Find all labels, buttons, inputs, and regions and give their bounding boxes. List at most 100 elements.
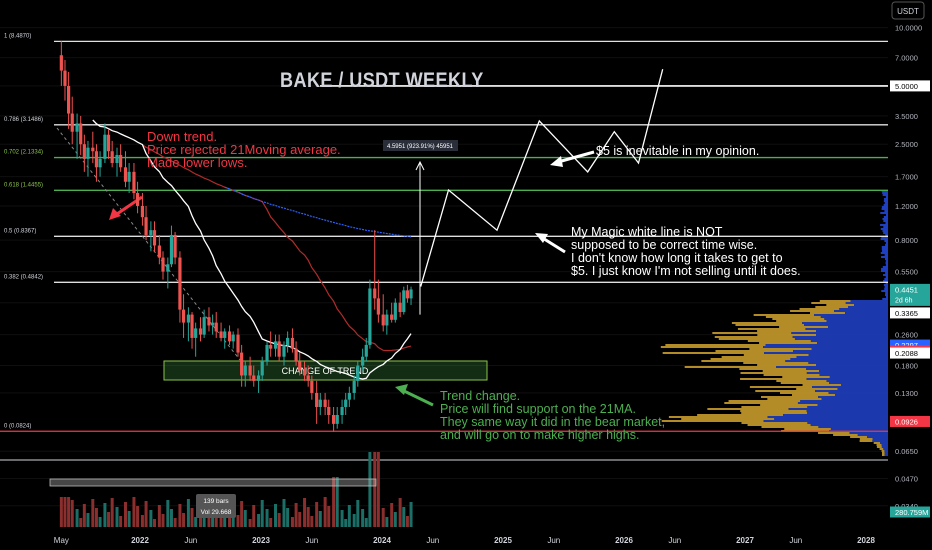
candle-body (86, 147, 90, 159)
price-tick: 0.0470 (895, 475, 918, 484)
profile-bar (707, 408, 789, 410)
profile-bar (883, 280, 888, 282)
profile-bar (806, 368, 888, 370)
projection-line[interactable] (420, 69, 664, 287)
candle-body (344, 399, 348, 407)
volume-bar (149, 510, 153, 527)
volume-bar (277, 513, 281, 527)
candle (405, 284, 410, 303)
price-label-text: 0.4451 (895, 285, 918, 294)
candle (178, 251, 182, 323)
profile-bar (885, 214, 888, 216)
candle (198, 317, 203, 342)
price-label-bg (890, 339, 930, 351)
profile-bar (804, 324, 888, 326)
profile-bar (757, 364, 817, 366)
time-tick: Jun (789, 536, 802, 545)
profile-bar (757, 330, 817, 332)
profile-bar (880, 228, 888, 230)
price-label-bg (890, 347, 930, 359)
candle (298, 352, 302, 376)
profile-bar (782, 376, 830, 378)
candle-body (356, 365, 360, 381)
grid (0, 27, 888, 507)
profile-bar (818, 396, 888, 398)
profile-bar (885, 272, 888, 274)
price-tick: 7.0000 (895, 54, 918, 63)
candle (344, 392, 348, 415)
profile-bar (757, 334, 817, 336)
volume-bar (385, 517, 389, 527)
candle-body (135, 192, 140, 206)
volume-bar (79, 518, 83, 527)
price-tick: 0.0650 (895, 447, 918, 456)
candle (190, 312, 194, 349)
profile-bar (811, 302, 846, 304)
profile-bar (884, 198, 888, 200)
candle (63, 60, 67, 101)
candle-body (214, 322, 218, 332)
profile-bar (840, 384, 888, 386)
profile-bar (765, 316, 821, 318)
profile-bar (681, 418, 775, 420)
profile-bar (883, 216, 888, 218)
candle-body (393, 302, 397, 320)
candle (277, 334, 281, 362)
candle (135, 181, 140, 214)
profile-bar (872, 440, 888, 442)
profile-bar (764, 352, 888, 354)
profile-bar (881, 256, 888, 258)
profile-bar (881, 248, 888, 250)
profile-bar (785, 360, 888, 362)
candle (169, 225, 174, 268)
volume-bar (306, 507, 310, 527)
axis-bg (888, 0, 932, 550)
red-arrowhead (109, 208, 121, 220)
candle-body (409, 289, 413, 299)
profile-bar (885, 282, 888, 284)
profile-bar (791, 332, 888, 334)
profile-bar (880, 252, 888, 254)
volume-bar (186, 499, 190, 527)
profile-bar (810, 340, 888, 342)
candle (294, 341, 298, 366)
profile-bar (867, 436, 888, 438)
profile-bar (850, 300, 888, 302)
price-label-bg (890, 283, 930, 306)
ma-50-line (142, 144, 412, 352)
candle (282, 341, 286, 366)
candle-body (315, 392, 319, 407)
profile-bar (759, 342, 818, 344)
profile-bar (849, 432, 888, 434)
candle-body (294, 348, 298, 362)
profile-bar (883, 204, 888, 206)
candle-body (190, 314, 194, 338)
price-tick: 3.5000 (895, 112, 918, 121)
profile-bar (753, 314, 815, 316)
candle (364, 337, 368, 362)
profile-bar (883, 448, 888, 450)
time-tick: 2024 (373, 536, 391, 545)
profile-bar (774, 418, 888, 420)
candle (315, 380, 319, 424)
price-label-bg (890, 80, 930, 92)
profile-bar (776, 380, 827, 382)
volume-bar (107, 512, 111, 527)
candle-body (332, 415, 336, 424)
candle (390, 302, 394, 323)
profile-bar (818, 426, 888, 428)
volume-bar (340, 510, 344, 527)
profile-bar (885, 264, 888, 266)
candle-body (79, 123, 83, 145)
candle (211, 314, 215, 335)
profile-bar (826, 304, 855, 306)
profile-bar (718, 338, 795, 340)
profile-bar (882, 218, 888, 220)
candle-body (173, 234, 177, 258)
candle (79, 115, 83, 155)
time-tick: Jun (426, 536, 439, 545)
candle (115, 147, 119, 177)
candle-body (252, 375, 256, 381)
candle (340, 399, 344, 424)
